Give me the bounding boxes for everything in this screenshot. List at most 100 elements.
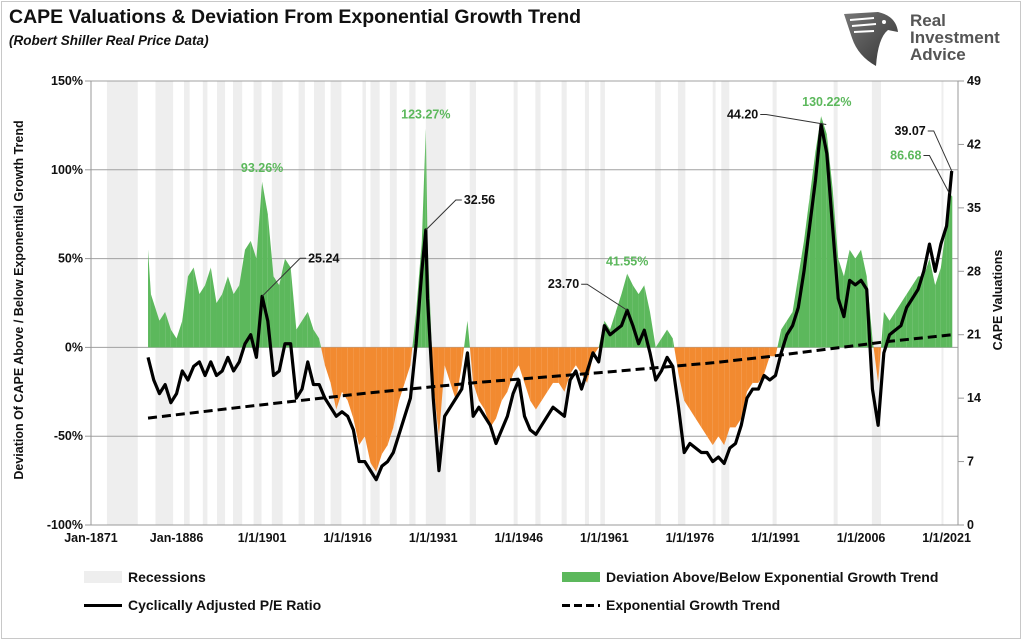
deviation-segment bbox=[222, 276, 228, 348]
y-right-tick-label: 7 bbox=[967, 455, 974, 469]
legend-label: Cyclically Adjusted P/E Ratio bbox=[128, 597, 322, 613]
deviation-segment bbox=[364, 347, 371, 463]
recession-band bbox=[677, 81, 686, 525]
deviation-segment bbox=[148, 249, 151, 348]
deviation-segment bbox=[239, 249, 246, 348]
deviation-segment bbox=[444, 347, 451, 383]
deviation-segment bbox=[729, 347, 736, 428]
deviation-segment bbox=[170, 329, 177, 348]
y-axis-right-label: CAPE Valuations bbox=[991, 250, 1005, 351]
deviation-segment bbox=[336, 347, 342, 410]
deviation-segment bbox=[353, 347, 360, 446]
deviation-segment bbox=[777, 329, 782, 348]
deviation-segment bbox=[233, 285, 240, 348]
deviation-segment bbox=[655, 338, 662, 348]
deviation-segment bbox=[313, 329, 320, 348]
data-label: 41.55% bbox=[606, 255, 648, 269]
x-tick-label: 1/1/2021 bbox=[922, 531, 971, 545]
deviation-segment bbox=[923, 258, 930, 348]
recession-band bbox=[655, 81, 661, 525]
recession-band bbox=[389, 81, 397, 525]
deviation-segment bbox=[199, 285, 206, 348]
y-right-tick-label: 21 bbox=[967, 328, 981, 342]
deviation-segment bbox=[935, 267, 941, 348]
deviation-segment bbox=[674, 347, 679, 375]
deviation-segment bbox=[689, 347, 696, 419]
callout-leader bbox=[923, 154, 950, 194]
callout-label: 32.56 bbox=[464, 193, 495, 207]
deviation-segment bbox=[216, 294, 223, 348]
deviation-segment bbox=[821, 116, 827, 348]
deviation-segment bbox=[649, 311, 656, 348]
deviation-segment bbox=[176, 320, 183, 348]
deviation-segment bbox=[359, 347, 365, 446]
deviation-segment bbox=[530, 347, 536, 410]
deviation-segment bbox=[210, 267, 217, 348]
deviation-area bbox=[148, 116, 953, 472]
deviation-segment bbox=[387, 347, 394, 446]
deviation-segment bbox=[296, 320, 303, 348]
deviation-segment bbox=[547, 347, 554, 392]
deviation-segment bbox=[393, 347, 400, 428]
recession-band bbox=[871, 81, 881, 525]
data-label: 130.22% bbox=[802, 95, 851, 109]
deviation-segment bbox=[775, 347, 778, 357]
deviation-segment bbox=[279, 258, 285, 348]
cape-line bbox=[146, 122, 954, 482]
recession-band bbox=[314, 81, 325, 525]
deviation-segment bbox=[724, 347, 730, 446]
deviation-segment bbox=[370, 347, 377, 472]
recession-band bbox=[469, 81, 477, 525]
deviation-segment bbox=[873, 347, 879, 383]
recession-band bbox=[298, 81, 305, 525]
legend-trend-swatch bbox=[562, 603, 600, 607]
deviation-segment bbox=[707, 347, 713, 446]
deviation-segment bbox=[461, 347, 465, 366]
deviation-segment bbox=[324, 347, 331, 383]
deviation-segment bbox=[872, 338, 874, 348]
deviation-segment bbox=[284, 258, 291, 348]
legend-label: Exponential Growth Trend bbox=[606, 597, 781, 613]
chart-subtitle: (Robert Shiller Real Price Data) bbox=[9, 33, 209, 48]
deviation-segment bbox=[404, 347, 411, 383]
deviation-segment bbox=[159, 311, 166, 348]
deviation-segment bbox=[321, 347, 325, 366]
y-right-tick-label: 49 bbox=[967, 74, 981, 88]
deviation-segment bbox=[182, 276, 188, 348]
x-tick-label: 1/1/1946 bbox=[494, 531, 543, 545]
legend-trend: Exponential Growth Trend bbox=[562, 597, 780, 613]
deviation-segment bbox=[469, 347, 474, 383]
deviation-segment bbox=[347, 347, 354, 419]
deviation-segment bbox=[410, 347, 413, 366]
recession-band bbox=[362, 81, 366, 525]
deviation-segment bbox=[381, 347, 388, 454]
eagle-shield-icon bbox=[844, 12, 898, 66]
deviation-segment bbox=[484, 347, 491, 428]
deviation-segment bbox=[929, 258, 936, 348]
deviation-segment bbox=[678, 347, 685, 401]
deviation-segment bbox=[746, 347, 753, 392]
recession-band bbox=[772, 81, 777, 525]
data-label: 93.26% bbox=[241, 161, 283, 175]
y-right-tick-label: 28 bbox=[967, 264, 981, 278]
brand-logo: Real Investment Advice bbox=[838, 8, 1018, 68]
deviation-segment bbox=[150, 294, 160, 348]
deviation-segment bbox=[940, 223, 947, 348]
deviation-segment bbox=[553, 347, 559, 383]
x-tick-label: 1/1/1931 bbox=[409, 531, 458, 545]
deviation-segment bbox=[610, 311, 616, 348]
deviation-segment bbox=[701, 347, 708, 437]
legend-label: Recessions bbox=[128, 569, 206, 585]
deviation-segment bbox=[895, 303, 901, 348]
callout-label: 25.24 bbox=[308, 251, 339, 265]
recession-band bbox=[584, 81, 589, 525]
callout-label: 86.68 bbox=[890, 148, 921, 162]
y-right-tick-label: 0 bbox=[967, 518, 974, 532]
callout-label: 44.20 bbox=[727, 107, 758, 121]
y-left-tick-label: -100% bbox=[47, 518, 83, 532]
callout-leader bbox=[425, 199, 462, 231]
deviation-segment bbox=[621, 273, 628, 348]
legend-deviation-swatch bbox=[562, 572, 600, 582]
